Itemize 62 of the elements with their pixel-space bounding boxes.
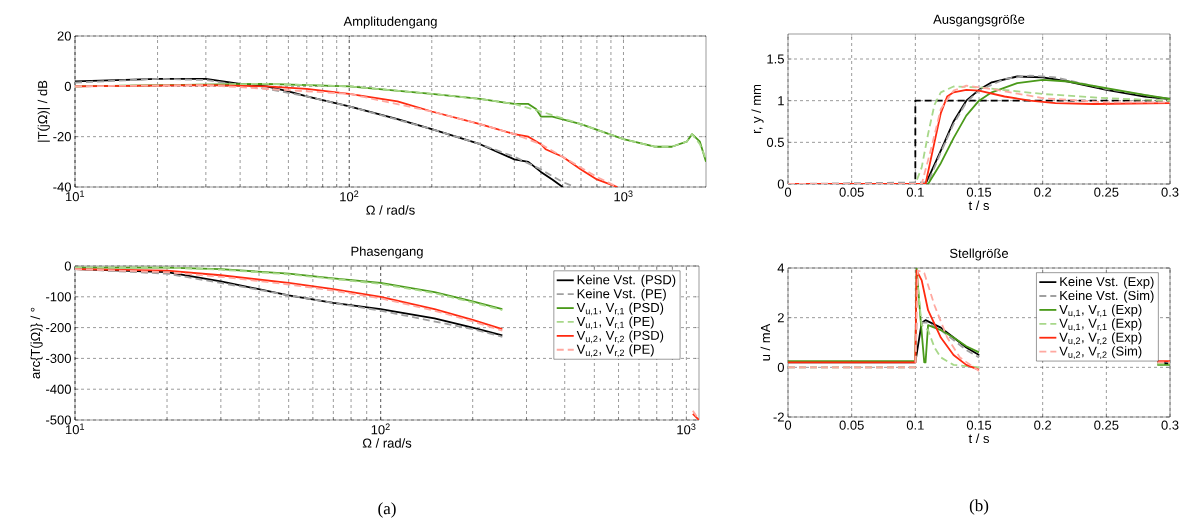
x-tick-label: 0.15	[966, 420, 992, 430]
legend-label: Keine Vst. (Sim)	[1060, 290, 1154, 303]
y-tick-label: -500	[46, 415, 71, 425]
y-tick-label: 0.5	[766, 137, 784, 147]
chart-title: Stellgröße	[949, 248, 1009, 261]
chart-title: Ausgangsgröße	[933, 14, 1025, 27]
y-tick-label: -400	[46, 384, 71, 394]
y-tick-label: 0	[64, 261, 71, 271]
y-tick-label: 4	[777, 263, 785, 273]
legend-label: V$_{u,1}$, V$_{r,1}$ (Exp)	[1059, 304, 1142, 318]
legend-label: V$_{u,2}$, V$_{r,2}$ (Sim)	[1059, 346, 1142, 359]
legend-label: V$_{u,2}$, V$_{r,2}$ (PSD)	[576, 330, 664, 344]
y-tick-label: 2	[777, 313, 784, 323]
x-tick-label: 0.1	[906, 420, 924, 430]
y-axis-title: r, y / mm	[751, 84, 764, 134]
x-tick-label: 0	[784, 187, 792, 197]
legend-label: V$_{u,1}$, V$_{r,1}$ (PE)	[576, 316, 654, 330]
x-axis-title: Ω / rad/s	[366, 205, 415, 215]
y-tick-label: -20	[53, 132, 71, 142]
text: (b)	[969, 499, 989, 515]
legend-label: Keine Vst. (PE)	[577, 288, 666, 301]
y-tick-label: 1.5	[767, 54, 784, 64]
x-tick-label: 0.1	[906, 187, 924, 197]
x-tick-label: 0.25	[1094, 187, 1119, 197]
x-tick-label: 10$^{3}$	[614, 190, 633, 202]
y-tick-label: 20	[57, 31, 71, 41]
chart-title: Amplitudengang	[343, 16, 437, 29]
legend-label: Keine Vst. (Exp)	[1060, 276, 1154, 289]
x-axis-title: t / s	[968, 433, 990, 444]
y-tick-label: 0	[777, 179, 784, 189]
legend-label: V$_{u,2}$, V$_{r,2}$ (Exp)	[1059, 332, 1142, 346]
x-tick-label: 10$^{3}$	[677, 423, 696, 435]
x-tick-label: 10$^{2}$	[340, 190, 359, 202]
y-tick-label: -40	[53, 182, 71, 192]
chart-title: Phasengang	[351, 246, 423, 259]
x-tick-label: 0.3	[1161, 420, 1179, 430]
x-tick-label: 0.05	[839, 187, 864, 197]
y-axis-title: arc{T(jΩ)} / °	[30, 307, 43, 379]
x-tick-label: 0.2	[1034, 420, 1052, 430]
legend-label: V$_{u,1}$, V$_{r,1}$ (PSD)	[576, 302, 664, 316]
x-tick-label: 0.2	[1034, 187, 1052, 197]
text: (a)	[378, 502, 396, 518]
y-tick-label: -2	[773, 412, 784, 422]
x-tick-label: 0.05	[839, 420, 864, 430]
x-tick-label: 0.3	[1161, 187, 1179, 197]
y-tick-label: 0	[777, 362, 784, 372]
y-tick-label: 1	[778, 96, 784, 106]
x-axis-title: Ω / rad/s	[362, 438, 412, 448]
y-axis-title: u / mA	[760, 323, 771, 361]
y-tick-label: 0	[64, 81, 71, 91]
x-tick-label: 0.25	[1094, 420, 1119, 430]
legend-label: V$_{u,1}$, V$_{r,1}$ (Exp)	[1059, 318, 1142, 332]
x-tick-label: 0	[784, 420, 792, 430]
y-tick-label: -100	[46, 292, 71, 302]
x-tick-label: 10$^{2}$	[371, 423, 390, 435]
legend-label: Keine Vst. (PSD)	[577, 274, 676, 287]
legend-label: V$_{u,2}$, V$_{r,2}$ (PE)	[576, 344, 654, 358]
x-axis-title: t / s	[968, 200, 990, 211]
y-axis-title: |T(jΩ)| / dB	[37, 80, 50, 142]
y-tick-label: -300	[46, 353, 71, 363]
x-tick-label: 0.15	[966, 187, 992, 197]
y-tick-label: -200	[46, 323, 71, 333]
